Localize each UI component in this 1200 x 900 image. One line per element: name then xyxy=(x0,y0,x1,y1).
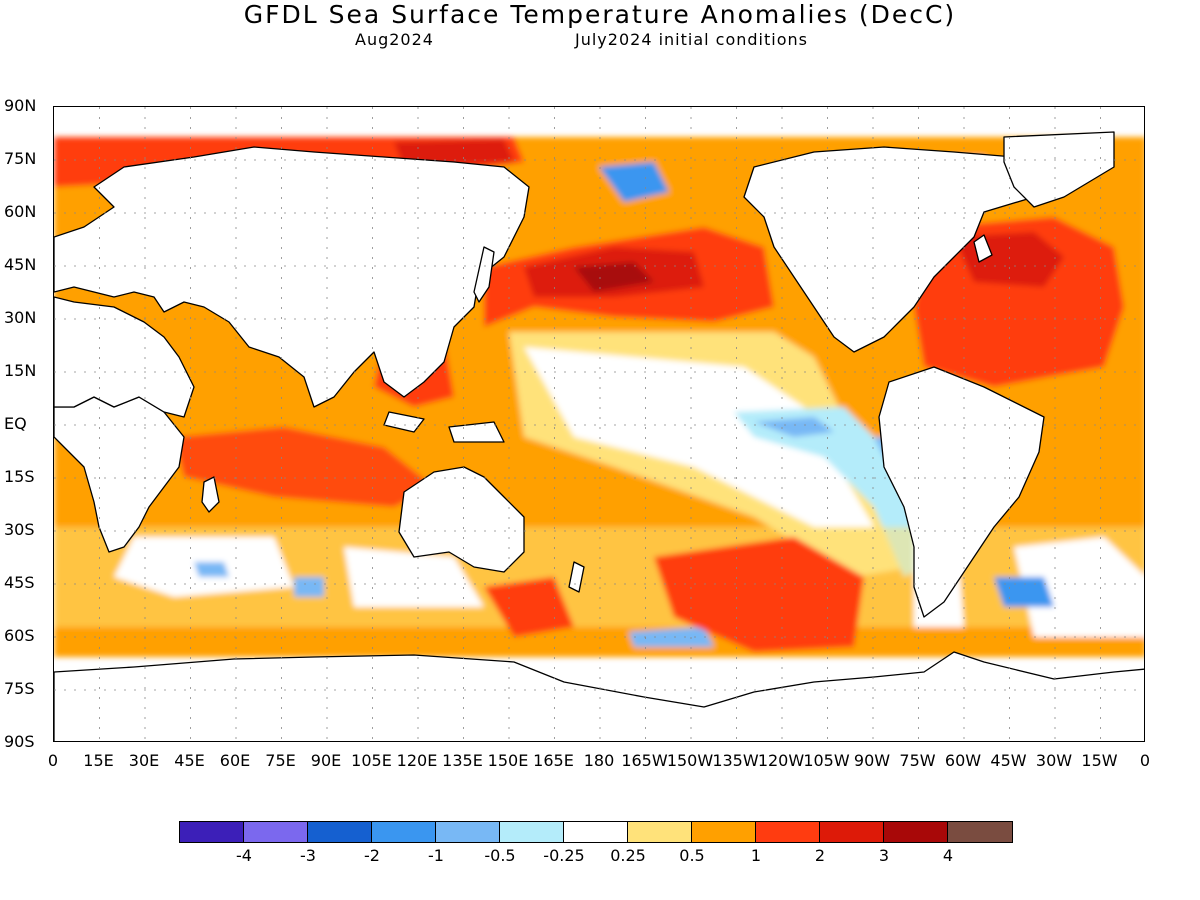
colorbar-swatch xyxy=(372,822,436,842)
lat-tick-label: 45N xyxy=(4,255,37,274)
lat-tick-label: 90S xyxy=(4,732,35,751)
lon-tick-label: 75W xyxy=(899,751,936,770)
lat-tick-label: 60S xyxy=(4,626,35,645)
colorbar-tick-label: -0.5 xyxy=(484,846,516,865)
lon-tick-label: 75E xyxy=(265,751,296,770)
colorbar xyxy=(179,821,1013,843)
lon-tick-label: 105E xyxy=(351,751,392,770)
lon-tick-label: 165E xyxy=(533,751,574,770)
greenland-landmass xyxy=(1003,131,1115,208)
north-africa-landmass xyxy=(54,296,195,418)
colorbar-swatch xyxy=(820,822,884,842)
colorbar-tick-label: 1 xyxy=(750,846,762,865)
colorbar-tick-label: -2 xyxy=(364,846,380,865)
lon-tick-label: 135W xyxy=(712,751,759,770)
lon-tick-label: 90E xyxy=(310,751,342,770)
lat-tick-label: 45S xyxy=(4,573,35,592)
lon-tick-label: 120W xyxy=(757,751,805,770)
colorbar-tick-label: -0.25 xyxy=(543,846,585,865)
colorbar-tick-label: 0.5 xyxy=(679,846,705,865)
lon-tick-label: 180 xyxy=(583,751,615,770)
lon-tick-label: 45E xyxy=(174,751,205,770)
lat-tick-label: 60N xyxy=(4,202,37,221)
colorbar-swatch xyxy=(756,822,820,842)
colorbar-tick-label: 2 xyxy=(814,846,826,865)
north-america-landmass xyxy=(743,146,1055,353)
colorbar-tick-label: 3 xyxy=(878,846,890,865)
valid-month-label: Aug2024 xyxy=(355,30,434,49)
colorbar-swatch xyxy=(948,822,1012,842)
japan-landmass xyxy=(473,246,495,303)
colorbar-swatch xyxy=(564,822,628,842)
colorbar-tick-label: -1 xyxy=(428,846,444,865)
colorbar-tick-label: 0.25 xyxy=(610,846,646,865)
madagascar-landmass xyxy=(201,476,220,513)
colorbar-swatch xyxy=(308,822,372,842)
lat-tick-label: 15S xyxy=(4,467,35,486)
colorbar-swatch xyxy=(500,822,564,842)
lon-tick-label: 15W xyxy=(1081,751,1118,770)
lon-tick-label: 165W xyxy=(621,751,668,770)
colorbar-swatch xyxy=(628,822,692,842)
lon-tick-label: 0 xyxy=(1139,751,1151,770)
lon-tick-label: 15E xyxy=(83,751,114,770)
south-america-landmass xyxy=(878,366,1045,618)
sumatra-landmass xyxy=(383,411,425,433)
lat-tick-label: 15N xyxy=(4,361,37,380)
antarctica-landmass xyxy=(54,651,1144,741)
colorbar-swatch xyxy=(244,822,308,842)
colorbar-swatch xyxy=(692,822,756,842)
lon-tick-label: 135E xyxy=(442,751,483,770)
new-guinea-landmass xyxy=(448,421,505,443)
lon-tick-label: 30E xyxy=(128,751,160,770)
colorbar-swatch xyxy=(436,822,500,842)
eurasia-landmass xyxy=(54,146,530,408)
lat-tick-label: EQ xyxy=(4,414,27,433)
sst-anomaly-map xyxy=(54,107,1144,741)
lon-tick-label: 90W xyxy=(853,751,891,770)
lon-tick-label: 60W xyxy=(944,751,982,770)
colorbar-tick-label: -4 xyxy=(236,846,252,865)
new-zealand-landmass xyxy=(568,561,585,593)
lat-tick-label: 30N xyxy=(4,308,37,327)
map-frame xyxy=(53,106,1145,742)
australia-landmass xyxy=(398,466,525,573)
map-title: GFDL Sea Surface Temperature Anomalies (… xyxy=(243,0,957,29)
lat-tick-label: 75N xyxy=(4,149,37,168)
lat-tick-label: 75S xyxy=(4,679,35,698)
lat-tick-label: 30S xyxy=(4,520,35,539)
lon-tick-label: 45W xyxy=(990,751,1027,770)
lat-tick-label: 90N xyxy=(4,96,37,115)
lon-tick-label: 120E xyxy=(396,751,438,770)
lon-tick-label: 0 xyxy=(47,751,59,770)
coastlines xyxy=(54,131,1144,741)
lon-tick-label: 60E xyxy=(219,751,251,770)
initial-conditions-label: July2024 initial conditions xyxy=(575,30,808,49)
graticule xyxy=(54,107,1144,741)
colorbar-swatch xyxy=(180,822,244,842)
colorbar-tick-label: -3 xyxy=(300,846,316,865)
lon-tick-label: 30W xyxy=(1035,751,1073,770)
colorbar-swatch xyxy=(884,822,948,842)
lon-tick-label: 150W xyxy=(666,751,714,770)
lon-tick-label: 150E xyxy=(487,751,529,770)
colorbar-tick-label: 4 xyxy=(942,846,954,865)
british-isles-landmass xyxy=(973,234,993,263)
lon-tick-label: 105W xyxy=(803,751,850,770)
